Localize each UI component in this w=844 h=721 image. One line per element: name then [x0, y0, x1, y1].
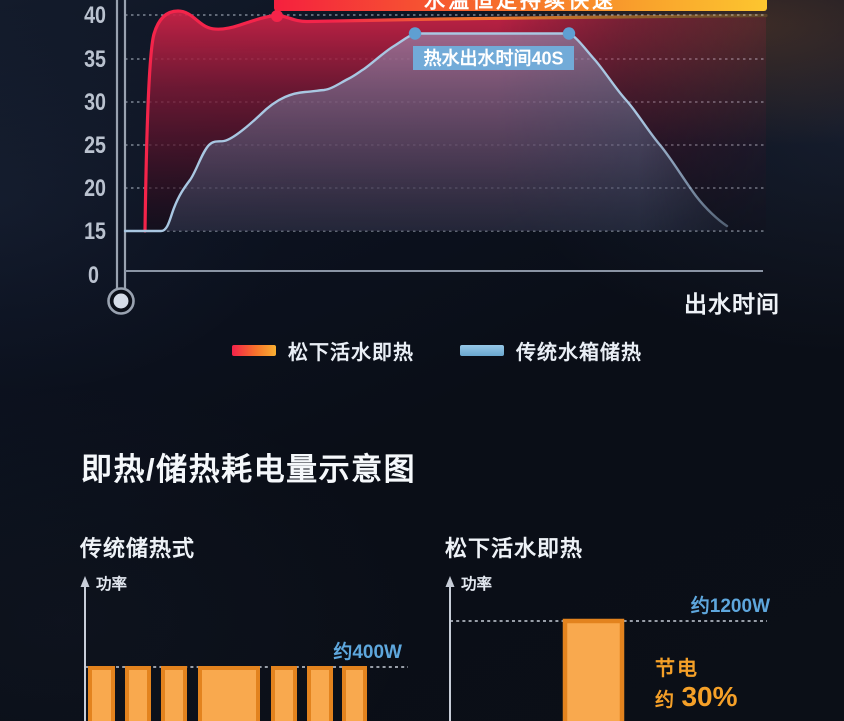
legend-label-traditional: 传统水箱储热 — [516, 342, 642, 364]
right-power-axis — [445, 576, 455, 721]
power-bar — [125, 666, 151, 721]
left-chart-header: 传统储热式 — [80, 536, 196, 561]
axis-arrow-icon — [80, 576, 90, 587]
legend-label-panasonic: 松下活水即热 — [288, 342, 414, 364]
y-tick-35: 35 — [84, 45, 106, 72]
power-bar — [198, 666, 260, 721]
legend-swatch-cold — [460, 345, 504, 356]
axis-arrow-icon — [445, 576, 455, 587]
temperature-chart: 40 35 30 25 20 15 0 热水出水时间40S 水温恒定持续快速 出… — [84, 0, 780, 317]
plateau-end-dot — [562, 27, 576, 40]
duration-annotation: 热水出水时间40S — [413, 46, 574, 70]
saving-note: 节电 约 30% — [655, 656, 738, 712]
legend-item-panasonic: 松下活水即热 — [232, 336, 414, 365]
plateau-start-dot — [408, 27, 422, 40]
x-axis-label: 出水时间 — [684, 291, 780, 317]
power-bar — [342, 666, 367, 721]
power-bar — [88, 666, 115, 721]
legend: 松下活水即热 传统水箱储热 — [232, 336, 642, 365]
right-chart-header: 松下活水即热 — [445, 536, 584, 561]
hot-curve-marker-dot — [271, 10, 283, 22]
y-tick-0: 0 — [88, 261, 99, 288]
section-title: 即热/储热耗电量示意图 — [81, 452, 417, 487]
left-power-axis — [80, 576, 90, 721]
legend-swatch-hot — [232, 345, 276, 356]
thermometer-axis-icon — [107, 0, 763, 315]
y-tick-30: 30 — [84, 88, 106, 115]
duration-annotation-label: 热水出水时间40S — [423, 48, 563, 69]
right-power-chart: 功率 约1200W 节电 约 30% — [445, 575, 770, 721]
saving-note-line1: 节电 — [655, 656, 699, 680]
power-bar — [271, 666, 297, 721]
power-bar — [307, 666, 333, 721]
power-bar-high — [562, 618, 625, 721]
y-axis-ticks: 40 35 30 25 20 15 0 — [84, 1, 106, 288]
right-power-axis-label: 功率 — [461, 575, 493, 593]
y-tick-15: 15 — [84, 217, 106, 244]
left-power-axis-label: 功率 — [96, 575, 128, 593]
saving-value: 30% — [681, 681, 737, 712]
left-ref-label: 约400W — [333, 640, 402, 663]
banner-text: 水温恒定持续快速 — [424, 0, 616, 13]
power-bars — [88, 666, 367, 721]
legend-item-traditional: 传统水箱储热 — [460, 336, 642, 365]
left-power-chart: 功率 约400W — [80, 575, 408, 721]
power-bar — [161, 666, 187, 721]
y-tick-25: 25 — [84, 131, 106, 158]
saving-prefix: 约 — [655, 688, 674, 711]
banner: 水温恒定持续快速 — [274, 0, 767, 13]
saving-note-line2: 约 30% — [655, 681, 738, 712]
y-tick-20: 20 — [84, 174, 106, 201]
traditional-curve — [123, 32, 729, 233]
y-tick-40: 40 — [84, 1, 106, 28]
right-ref-label: 约1200W — [691, 594, 770, 617]
